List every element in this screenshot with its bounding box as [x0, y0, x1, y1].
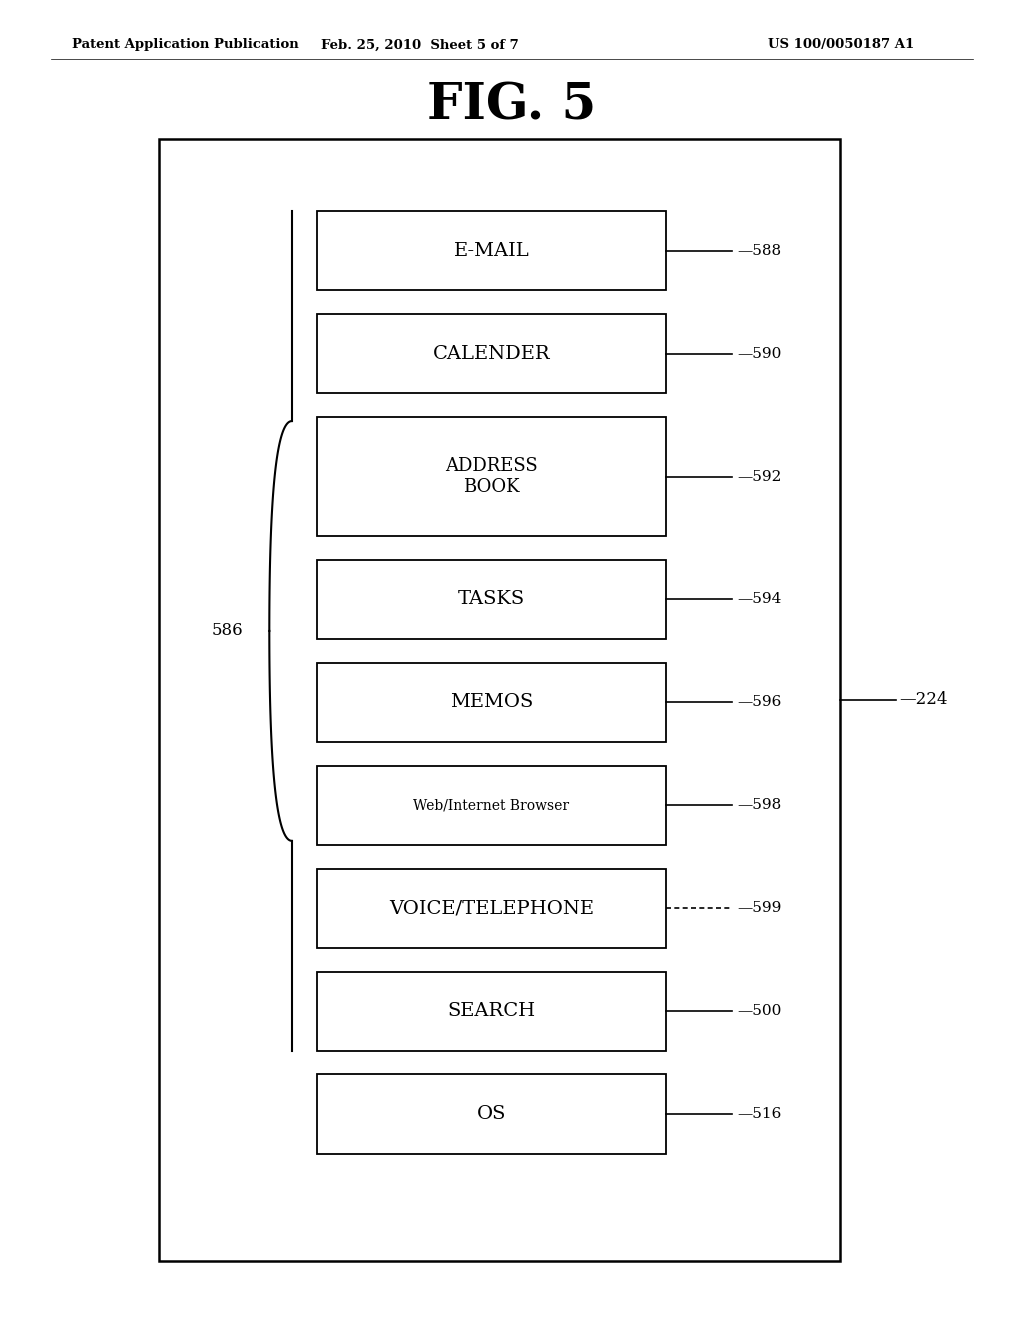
Text: TASKS: TASKS [458, 590, 525, 609]
Bar [317, 869, 666, 948]
Text: VOICE/TELEPHONE: VOICE/TELEPHONE [389, 899, 594, 917]
Text: —594: —594 [737, 593, 781, 606]
Text: E-MAIL: E-MAIL [454, 242, 529, 260]
Text: —516: —516 [737, 1107, 781, 1121]
Bar [317, 211, 666, 290]
Text: Web/Internet Browser: Web/Internet Browser [414, 799, 569, 812]
Text: —500: —500 [737, 1005, 781, 1018]
Text: CALENDER: CALENDER [433, 345, 550, 363]
Text: ADDRESS
BOOK: ADDRESS BOOK [445, 457, 538, 496]
Bar [317, 560, 666, 639]
Bar [317, 663, 666, 742]
Text: FIG. 5: FIG. 5 [427, 81, 597, 131]
Text: MEMOS: MEMOS [450, 693, 534, 711]
Text: 586: 586 [212, 623, 244, 639]
Bar [159, 139, 840, 1261]
Bar [317, 766, 666, 845]
Text: —588: —588 [737, 244, 781, 257]
Text: —598: —598 [737, 799, 781, 812]
Text: —590: —590 [737, 347, 781, 360]
Text: Feb. 25, 2010  Sheet 5 of 7: Feb. 25, 2010 Sheet 5 of 7 [321, 38, 519, 51]
Text: Patent Application Publication: Patent Application Publication [72, 38, 298, 51]
Text: —224: —224 [899, 692, 947, 708]
Bar [317, 1074, 666, 1154]
Bar [317, 972, 666, 1051]
Bar [317, 417, 666, 536]
Text: —599: —599 [737, 902, 781, 915]
Text: OS: OS [477, 1105, 506, 1123]
Text: —596: —596 [737, 696, 781, 709]
Text: —592: —592 [737, 470, 781, 483]
Text: US 100/0050187 A1: US 100/0050187 A1 [768, 38, 914, 51]
Bar [317, 314, 666, 393]
Text: SEARCH: SEARCH [447, 1002, 536, 1020]
